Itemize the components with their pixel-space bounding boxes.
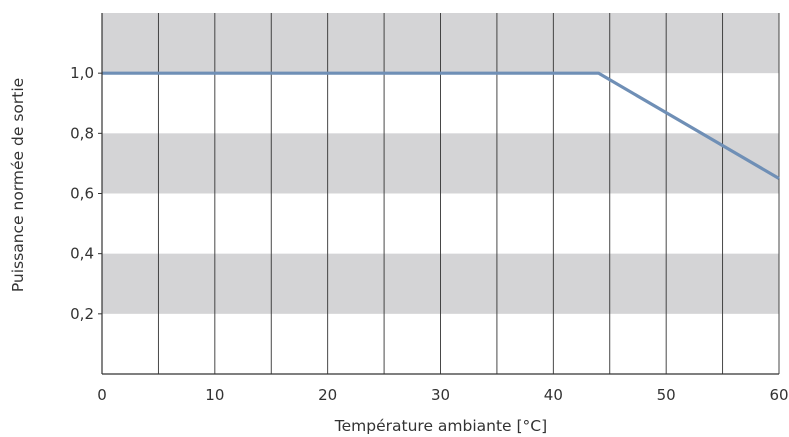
x-tick-labels: 0 10 20 30 40 50 60 bbox=[97, 386, 788, 404]
series-group bbox=[102, 71, 780, 180]
x-axis-title: Température ambiante [°C] bbox=[334, 417, 547, 435]
x-tick-label-6: 60 bbox=[769, 386, 788, 404]
x-tick-label-4: 40 bbox=[544, 386, 563, 404]
x-tick-label-5: 50 bbox=[657, 386, 676, 404]
x-tick-label-1: 10 bbox=[205, 386, 224, 404]
x-tick-label-0: 0 bbox=[97, 386, 107, 404]
y-tick-label-0: 0,2 bbox=[70, 305, 94, 323]
y-axis-title: Puissance normée de sortie bbox=[9, 78, 27, 292]
y-tick-labels: 0,2 0,4 0,6 0,8 1,0 bbox=[70, 64, 102, 323]
series-line-0 bbox=[102, 71, 780, 180]
x-tick-label-2: 20 bbox=[318, 386, 337, 404]
y-tick-label-3: 0,8 bbox=[70, 124, 94, 142]
x-tick-label-3: 30 bbox=[431, 386, 450, 404]
y-tick-label-1: 0,4 bbox=[70, 245, 94, 263]
y-tick-label-2: 0,6 bbox=[70, 185, 94, 203]
y-tick-label-4: 1,0 bbox=[70, 64, 94, 82]
